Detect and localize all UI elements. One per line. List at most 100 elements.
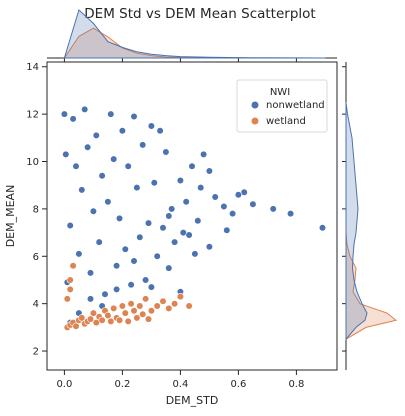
point-nonwetland (220, 202, 228, 211)
point-nonwetland (89, 207, 97, 215)
point-nonwetland (153, 252, 161, 260)
point-wetland (130, 307, 138, 315)
point-nonwetland (72, 162, 80, 170)
legend-label-nonwetland: nonwetland (266, 100, 325, 111)
point-nonwetland (191, 250, 199, 258)
point-nonwetland (249, 200, 257, 208)
point-wetland (124, 317, 132, 326)
point-nonwetland (115, 214, 124, 222)
point-nonwetland (229, 210, 237, 218)
x-axis-label: DEM_STD (166, 394, 219, 407)
legend: NWI nonwetland wetland (236, 79, 328, 133)
point-wetland (171, 300, 179, 308)
point-nonwetland (86, 295, 95, 303)
point-nonwetland (83, 143, 92, 151)
point-nonwetland (200, 150, 208, 158)
point-wetland (78, 314, 86, 322)
point-nonwetland (130, 257, 138, 265)
point-nonwetland (92, 131, 100, 139)
point-wetland (133, 314, 141, 322)
legend-marker-nonwetland (251, 101, 259, 109)
right-marginal-kde (342, 62, 398, 370)
point-wetland (153, 302, 161, 310)
legend-title: NWI (270, 87, 290, 98)
point-nonwetland (156, 127, 164, 135)
point-wetland (66, 285, 74, 294)
y-tick-label: 12 (26, 110, 39, 121)
point-nonwetland (176, 176, 184, 185)
point-wetland (144, 315, 153, 323)
x-tick-label: 0.6 (230, 379, 246, 390)
point-wetland (185, 302, 193, 310)
point-nonwetland (136, 233, 144, 241)
y-axis-label: DEM_MEAN (4, 185, 17, 248)
legend-label-wetland: wetland (266, 116, 306, 127)
point-nonwetland (118, 127, 126, 135)
point-nonwetland (78, 186, 86, 194)
point-nonwetland (104, 198, 112, 206)
chart-title: DEM Std vs DEM Mean Scatterplot (84, 6, 315, 22)
point-wetland (63, 295, 71, 303)
point-wetland (66, 276, 74, 284)
point-wetland (98, 316, 106, 324)
y-axis-ticks: 2 4 6 8 10 12 14 (26, 62, 47, 358)
point-nonwetland (318, 224, 327, 232)
point-nonwetland (205, 167, 213, 175)
point-nonwetland (234, 191, 242, 199)
point-wetland (115, 316, 124, 324)
point-nonwetland (205, 243, 213, 251)
point-nonwetland (112, 262, 121, 270)
point-wetland (110, 304, 118, 313)
point-nonwetland (81, 105, 89, 113)
point-nonwetland (121, 245, 129, 253)
point-nonwetland (188, 162, 196, 170)
point-nonwetland (165, 264, 173, 272)
point-wetland (86, 315, 95, 323)
point-nonwetland (139, 141, 147, 149)
y-tick-label: 4 (33, 299, 39, 310)
point-nonwetland (185, 231, 193, 239)
legend-marker-wetland (251, 117, 259, 125)
x-tick-label: 0.0 (56, 379, 72, 390)
point-nonwetland (287, 210, 295, 218)
scatter-points (60, 105, 327, 332)
kde-top-nonwetland (63, 9, 326, 59)
plot-frame (46, 61, 338, 371)
point-nonwetland (147, 122, 155, 130)
point-nonwetland (101, 290, 109, 298)
point-nonwetland (194, 217, 202, 225)
y-tick-label: 10 (26, 157, 39, 168)
kde-right-nonwetland (345, 102, 368, 341)
y-tick-label: 14 (26, 62, 39, 73)
point-nonwetland (150, 179, 158, 187)
point-wetland (107, 317, 115, 326)
point-nonwetland (269, 205, 277, 213)
point-nonwetland (211, 193, 219, 201)
point-nonwetland (159, 224, 167, 232)
point-wetland (89, 309, 97, 317)
point-nonwetland (124, 162, 132, 170)
point-nonwetland (62, 150, 70, 158)
y-tick-label: 8 (33, 204, 39, 215)
x-tick-label: 0.4 (172, 379, 188, 390)
point-nonwetland (127, 281, 135, 289)
point-nonwetland (110, 155, 118, 163)
point-nonwetland (144, 219, 153, 227)
point-nonwetland (98, 172, 106, 180)
x-tick-label: 0.8 (288, 379, 304, 390)
point-nonwetland (165, 212, 173, 220)
point-wetland (165, 304, 173, 313)
point-nonwetland (107, 110, 115, 118)
point-nonwetland (147, 283, 155, 291)
point-wetland (69, 262, 77, 270)
point-nonwetland (223, 226, 231, 234)
point-wetland (159, 297, 167, 305)
point-wetland (139, 310, 147, 318)
point-wetland (72, 322, 80, 330)
point-wetland (147, 307, 155, 315)
point-nonwetland (142, 276, 150, 284)
x-axis-ticks: 0.0 0.2 0.4 0.6 0.8 (56, 370, 304, 390)
point-nonwetland (171, 238, 179, 246)
